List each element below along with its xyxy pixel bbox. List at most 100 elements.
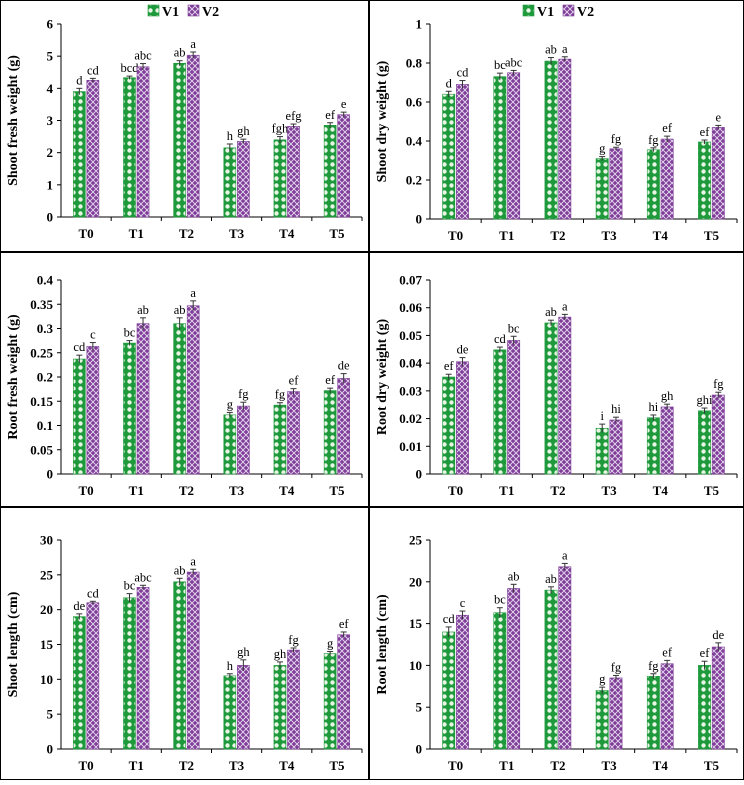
- x-tick-label: T2: [550, 228, 565, 243]
- y-tick-label: 0.4: [37, 273, 54, 288]
- x-tick-label: T0: [448, 228, 463, 243]
- significance-letter: ab: [508, 569, 520, 583]
- bar-v2: [711, 127, 725, 220]
- significance-letter: gh: [274, 647, 287, 661]
- significance-letter: bc: [124, 579, 136, 593]
- significance-letter: bc: [124, 326, 136, 340]
- y-axis-title: Root length (cm): [375, 594, 390, 695]
- bar-v2: [711, 646, 725, 750]
- y-tick-label: 20: [40, 602, 53, 617]
- significance-letter: c: [460, 596, 466, 610]
- bar-v2: [711, 394, 725, 475]
- x-tick-label: T0: [78, 226, 93, 241]
- significance-letter: g: [599, 672, 606, 686]
- bar-v1: [72, 91, 86, 218]
- significance-letter: e: [341, 97, 347, 111]
- significance-letter: ef: [662, 645, 673, 659]
- significance-letter: cd: [494, 332, 507, 346]
- y-tick-label: 0: [416, 742, 423, 757]
- bar-v1: [123, 342, 136, 475]
- y-tick-label: 0.04: [399, 356, 422, 371]
- x-tick-label: T5: [329, 483, 345, 498]
- y-tick-label: 0.06: [399, 300, 422, 315]
- bar-v1: [493, 612, 507, 750]
- bar-v2: [507, 588, 521, 750]
- y-tick-label: 25: [40, 567, 54, 582]
- significance-letter: e: [716, 110, 722, 124]
- y-tick-label: 5: [47, 707, 54, 722]
- significance-letter: ef: [339, 617, 350, 631]
- significance-letter: ab: [137, 303, 149, 317]
- legend-swatch-v1: [522, 4, 535, 17]
- y-axis-title: Shoot dry weight (g): [375, 60, 390, 182]
- significance-letter: de: [457, 343, 469, 357]
- y-tick-label: 0: [416, 467, 423, 482]
- bar-v1: [646, 417, 660, 475]
- bar-v1: [698, 410, 711, 475]
- x-tick-label: T5: [329, 758, 345, 773]
- bar-v2: [186, 54, 200, 218]
- bar-v2: [660, 406, 674, 475]
- y-tick-label: 0.15: [30, 394, 53, 409]
- significance-letter: h: [227, 659, 234, 673]
- panel-frame: [0, 0, 369, 252]
- y-axis-title: Shoot length (cm): [6, 591, 21, 697]
- bar-v2: [456, 84, 469, 220]
- significance-letter: abc: [134, 49, 152, 63]
- y-tick-label: 4: [47, 81, 54, 96]
- significance-letter: gh: [237, 645, 250, 659]
- significance-letter: hi: [611, 402, 621, 416]
- significance-letter: gh: [237, 124, 250, 138]
- y-tick-label: 0.35: [30, 297, 53, 312]
- significance-letter: cd: [87, 586, 100, 600]
- bar-v2: [609, 148, 623, 220]
- significance-letter: a: [562, 299, 568, 313]
- y-tick-label: 0.8: [406, 56, 423, 71]
- y-tick-label: 0.05: [30, 442, 53, 457]
- significance-letter: a: [562, 548, 568, 562]
- y-tick-label: 6: [47, 17, 54, 32]
- y-tick-label: 0.25: [30, 345, 53, 360]
- bar-v2: [136, 66, 150, 218]
- y-tick-label: 10: [40, 672, 53, 687]
- x-tick-label: T3: [229, 226, 245, 241]
- legend-swatch-v2: [187, 4, 200, 17]
- significance-letter: ab: [174, 303, 186, 317]
- bar-v1: [223, 414, 237, 475]
- significance-letter: ghi: [697, 393, 714, 407]
- bar-v1: [698, 665, 711, 750]
- bar-v2: [609, 419, 623, 475]
- panel-frame: [0, 252, 369, 507]
- bar-v2: [237, 665, 250, 750]
- significance-letter: a: [190, 554, 196, 568]
- significance-letter: gh: [661, 389, 674, 403]
- x-tick-label: T1: [499, 483, 514, 498]
- bar-v1: [646, 149, 660, 220]
- significance-letter: ab: [545, 43, 557, 57]
- y-tick-label: 20: [409, 574, 422, 589]
- significance-letter: ef: [662, 121, 673, 135]
- y-tick-label: 0.02: [399, 411, 422, 426]
- bar-v2: [456, 614, 469, 750]
- x-tick-label: T3: [601, 228, 617, 243]
- x-tick-label: T5: [704, 758, 720, 773]
- bar-v1: [223, 147, 237, 218]
- bar-v1: [223, 675, 237, 750]
- bar-v1: [273, 139, 287, 218]
- bar-v1: [323, 125, 337, 218]
- x-tick-label: T4: [279, 483, 295, 498]
- significance-letter: c: [90, 328, 96, 342]
- significance-letter: ef: [325, 373, 336, 387]
- significance-letter: a: [190, 37, 196, 51]
- bar-v2: [186, 571, 200, 750]
- bar-v2: [660, 138, 674, 220]
- x-tick-label: T4: [653, 758, 669, 773]
- bar-v1: [273, 665, 287, 750]
- y-tick-label: 0: [47, 742, 54, 757]
- x-tick-label: T1: [129, 483, 144, 498]
- significance-letter: bcd: [120, 61, 139, 75]
- y-tick-label: 0.03: [399, 383, 422, 398]
